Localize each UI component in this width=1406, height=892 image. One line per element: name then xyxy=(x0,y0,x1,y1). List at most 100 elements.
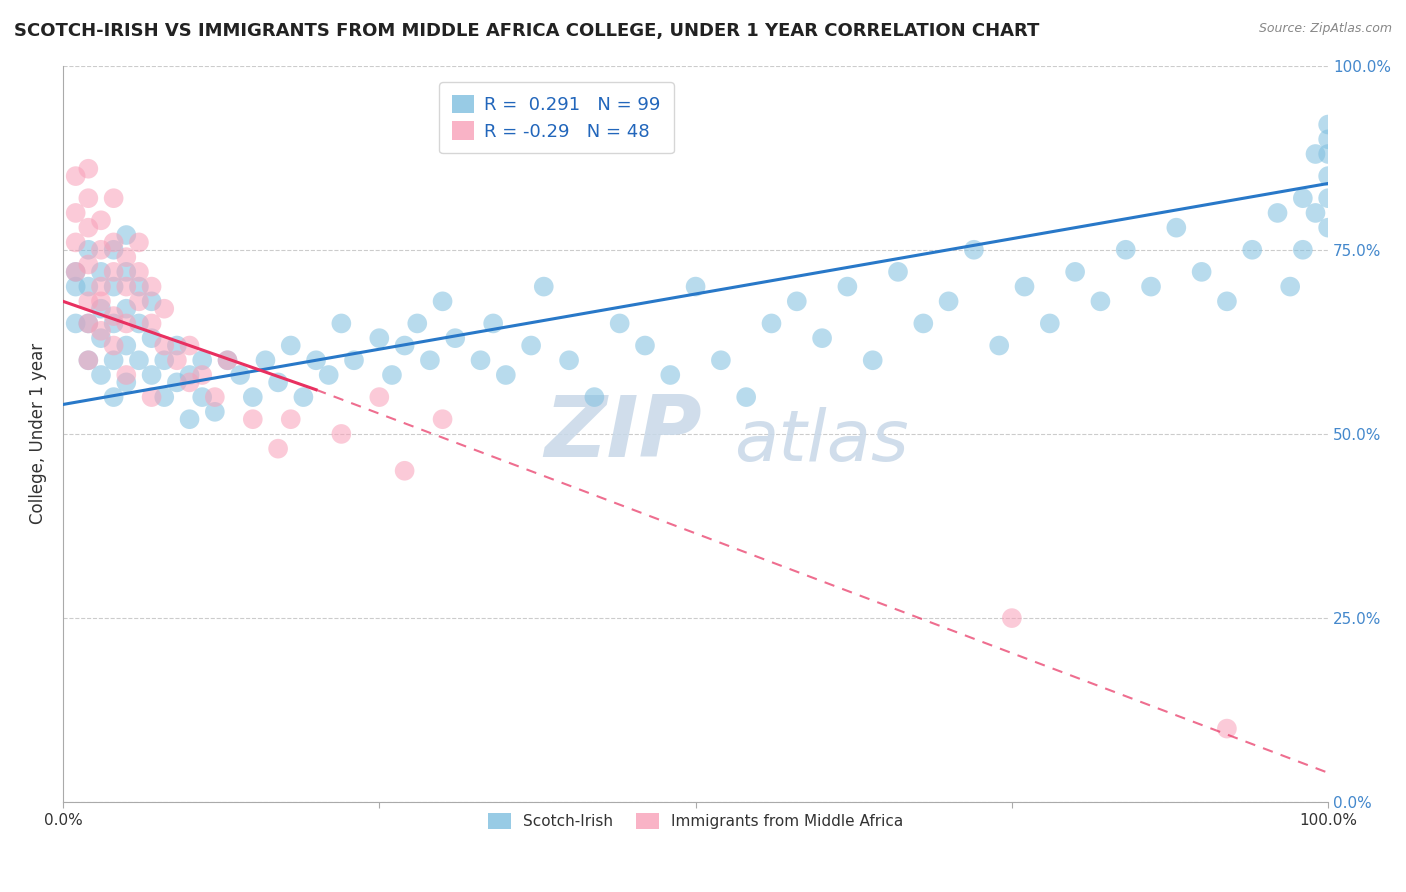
Point xyxy=(65,265,87,279)
Point xyxy=(141,279,163,293)
Point xyxy=(280,412,302,426)
Point xyxy=(1001,611,1024,625)
Point xyxy=(90,331,112,345)
Point xyxy=(77,191,100,205)
Point xyxy=(103,338,125,352)
Point xyxy=(77,317,100,331)
Text: atlas: atlas xyxy=(734,407,908,475)
Point xyxy=(495,368,517,382)
Point xyxy=(103,317,125,331)
Point xyxy=(1216,722,1239,736)
Point xyxy=(65,265,87,279)
Point xyxy=(330,317,353,331)
Point xyxy=(141,294,163,309)
Point xyxy=(381,368,404,382)
Point xyxy=(77,317,100,331)
Point xyxy=(406,317,429,331)
Point xyxy=(470,353,492,368)
Point xyxy=(229,368,252,382)
Point xyxy=(153,301,176,316)
Point xyxy=(786,294,808,309)
Point xyxy=(330,426,353,441)
Point xyxy=(1317,132,1340,146)
Point xyxy=(179,338,201,352)
Point xyxy=(128,265,150,279)
Point xyxy=(368,390,391,404)
Point xyxy=(394,464,416,478)
Point xyxy=(1317,169,1340,183)
Point xyxy=(432,412,454,426)
Point xyxy=(583,390,606,404)
Point xyxy=(368,331,391,345)
Point xyxy=(685,279,707,293)
Point xyxy=(963,243,986,257)
Point xyxy=(634,338,657,352)
Point xyxy=(115,368,138,382)
Point xyxy=(1191,265,1213,279)
Point xyxy=(938,294,960,309)
Text: SCOTCH-IRISH VS IMMIGRANTS FROM MIDDLE AFRICA COLLEGE, UNDER 1 YEAR CORRELATION : SCOTCH-IRISH VS IMMIGRANTS FROM MIDDLE A… xyxy=(14,22,1039,40)
Point xyxy=(1166,220,1188,235)
Point xyxy=(242,412,264,426)
Point xyxy=(65,235,87,250)
Point xyxy=(533,279,555,293)
Point xyxy=(204,405,226,419)
Point xyxy=(77,294,100,309)
Point xyxy=(141,368,163,382)
Point xyxy=(77,220,100,235)
Point xyxy=(1014,279,1036,293)
Point xyxy=(90,324,112,338)
Point xyxy=(558,353,581,368)
Point xyxy=(292,390,315,404)
Point xyxy=(217,353,239,368)
Point xyxy=(1039,317,1062,331)
Point xyxy=(1317,118,1340,132)
Point xyxy=(988,338,1011,352)
Point xyxy=(153,390,176,404)
Point xyxy=(77,161,100,176)
Point xyxy=(128,279,150,293)
Point xyxy=(77,353,100,368)
Point xyxy=(520,338,543,352)
Point xyxy=(394,338,416,352)
Point xyxy=(141,331,163,345)
Point xyxy=(166,338,188,352)
Point xyxy=(179,368,201,382)
Point xyxy=(735,390,758,404)
Point xyxy=(103,235,125,250)
Point xyxy=(1216,294,1239,309)
Point xyxy=(1090,294,1112,309)
Point xyxy=(115,338,138,352)
Point xyxy=(77,258,100,272)
Point xyxy=(128,294,150,309)
Point xyxy=(419,353,441,368)
Point xyxy=(1317,220,1340,235)
Point xyxy=(1317,191,1340,205)
Point xyxy=(90,213,112,227)
Text: ZIP: ZIP xyxy=(544,392,702,475)
Point xyxy=(862,353,884,368)
Point xyxy=(191,390,214,404)
Point xyxy=(1140,279,1163,293)
Point xyxy=(103,279,125,293)
Point xyxy=(90,265,112,279)
Point xyxy=(65,279,87,293)
Point xyxy=(115,265,138,279)
Point xyxy=(305,353,328,368)
Point xyxy=(115,250,138,264)
Point xyxy=(482,317,505,331)
Point xyxy=(1241,243,1264,257)
Point xyxy=(115,279,138,293)
Point xyxy=(217,353,239,368)
Point xyxy=(912,317,935,331)
Point xyxy=(90,279,112,293)
Text: Source: ZipAtlas.com: Source: ZipAtlas.com xyxy=(1258,22,1392,36)
Point xyxy=(837,279,859,293)
Point xyxy=(254,353,277,368)
Point xyxy=(242,390,264,404)
Point xyxy=(659,368,682,382)
Point xyxy=(166,353,188,368)
Point xyxy=(90,368,112,382)
Point xyxy=(1267,206,1289,220)
Point xyxy=(811,331,834,345)
